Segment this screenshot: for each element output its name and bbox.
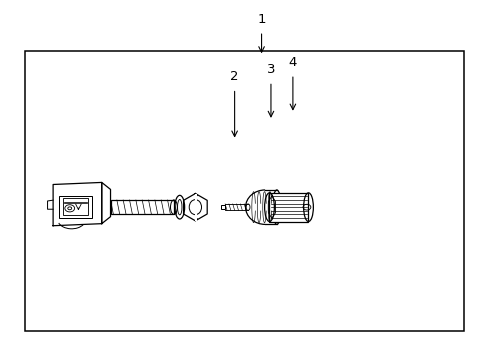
Bar — [59, 195, 92, 218]
Bar — [269, 193, 308, 221]
Bar — [62, 198, 88, 215]
Bar — [110, 200, 174, 214]
Text: 2: 2 — [230, 70, 238, 83]
Text: 1: 1 — [257, 13, 265, 26]
Bar — [25, 51, 463, 330]
Bar — [221, 205, 224, 209]
Text: 3: 3 — [266, 63, 275, 76]
Text: 4: 4 — [288, 56, 297, 69]
Bar — [195, 194, 197, 221]
